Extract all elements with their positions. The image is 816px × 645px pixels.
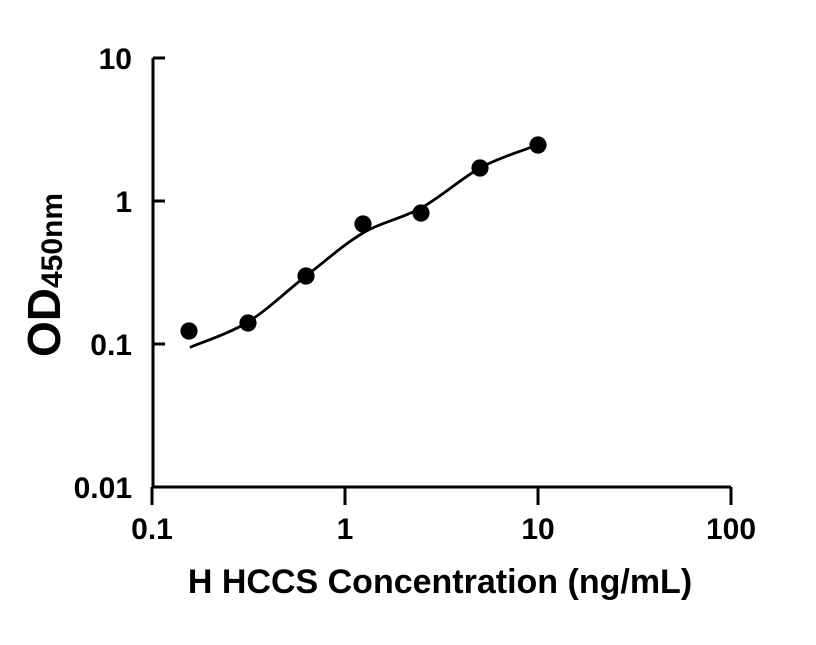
- svg-text:10: 10: [99, 43, 132, 76]
- svg-text:0.1: 0.1: [90, 329, 132, 362]
- svg-text:0.01: 0.01: [74, 472, 132, 505]
- svg-text:1: 1: [337, 513, 354, 546]
- svg-text:H HCCS Concentration (ng/mL): H HCCS Concentration (ng/mL): [188, 563, 692, 601]
- svg-text:100: 100: [706, 513, 756, 546]
- svg-text:10: 10: [521, 513, 554, 546]
- svg-text:0.1: 0.1: [131, 513, 173, 546]
- svg-text:1: 1: [115, 186, 132, 219]
- svg-text:OD450nm: OD450nm: [18, 193, 70, 357]
